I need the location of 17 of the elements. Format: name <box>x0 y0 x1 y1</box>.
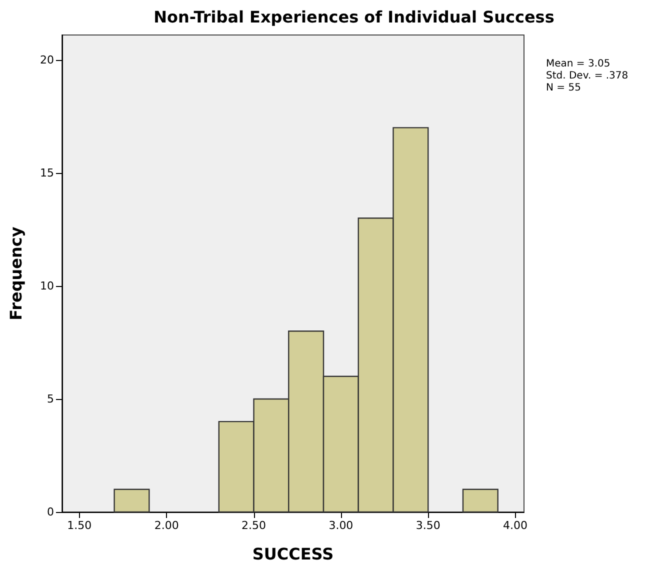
x-axis-title: SUCCESS <box>252 544 334 564</box>
text: Mean = 3.05 <box>546 58 610 70</box>
text: N = 55 <box>546 82 581 94</box>
y-tick-label: 0 <box>47 506 54 518</box>
x-tick-label: 4.00 <box>503 519 528 532</box>
x-tick-label: 3.50 <box>416 519 440 532</box>
y-tick-label: 15 <box>40 166 54 180</box>
y-tick-label: 10 <box>40 279 54 292</box>
x-tick-label: 1.50 <box>67 519 92 532</box>
x-tick-label: 3.00 <box>328 519 354 532</box>
text: Std. Dev. = .378 <box>546 70 628 82</box>
y-axis-title: Frequency <box>6 226 26 320</box>
y-tick-label: 20 <box>40 53 54 66</box>
y-tick-label: 5 <box>47 392 54 406</box>
x-tick-label: 2.50 <box>242 519 266 532</box>
x-tick-label: 2.00 <box>154 519 179 532</box>
chart-title: Non-Tribal Experiences of Individual Success <box>154 8 554 26</box>
